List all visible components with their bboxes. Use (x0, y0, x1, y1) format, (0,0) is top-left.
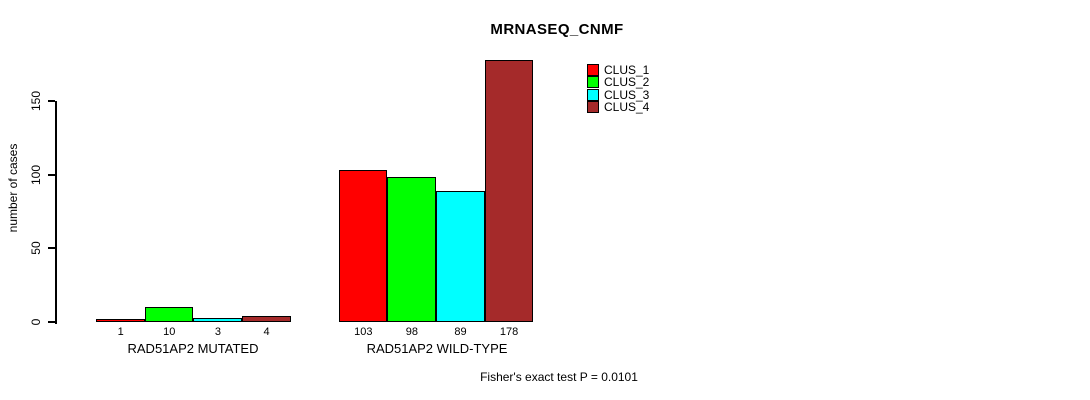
y-axis-tick-label: 100 (29, 164, 43, 185)
group-label-wild-type: RAD51AP2 WILD-TYPE (366, 341, 508, 356)
bar-value-label: 98 (405, 326, 419, 338)
legend-label: CLUS_4 (604, 100, 650, 115)
legend-item-clus_1: CLUS_1 (587, 64, 649, 76)
bar-value-label: 4 (263, 326, 270, 338)
bar-value-label: 10 (163, 326, 176, 338)
y-axis-tick-label: 50 (29, 241, 43, 255)
fisher-test-annotation: Fisher's exact test P = 0.0101 (480, 370, 638, 384)
bar-clus_1-group1 (96, 319, 145, 322)
legend-swatch-icon (587, 64, 599, 76)
bar-clus_3-group2 (436, 190, 485, 322)
legend-item-clus_2: CLUS_2 (587, 75, 650, 90)
y-axis-tick-label: 150 (29, 90, 43, 111)
bar-clus_1-group2 (338, 170, 388, 322)
bar-value-label: 178 (499, 326, 519, 338)
bar-clus_4-group2 (484, 59, 534, 322)
bar-value-label: 1 (117, 326, 124, 338)
y-axis-tick (48, 99, 55, 102)
legend-swatch-icon (587, 88, 599, 101)
group-label-mutated: RAD51AP2 MUTATED (127, 341, 259, 356)
bar-value-label: 103 (354, 326, 373, 338)
y-axis-line (54, 100, 57, 324)
y-axis-tick (48, 321, 55, 323)
bar-clus_4-group1 (242, 316, 291, 322)
bar-value-label: 89 (454, 326, 467, 338)
bar-clus_3-group1 (193, 317, 242, 322)
y-axis-tick-label: 0 (29, 318, 43, 326)
bar-clus_2-group1 (144, 307, 194, 322)
legend-label: CLUS_2 (604, 75, 650, 90)
legend-swatch-icon (587, 101, 599, 114)
legend-item-clus_3: CLUS_3 (587, 87, 650, 102)
bar-value-label: 3 (214, 326, 221, 338)
legend-item-clus_4: CLUS_4 (587, 100, 650, 115)
chart-title: MRNASEQ_CNMF (490, 21, 624, 38)
y-axis-label: number of cases (6, 143, 20, 233)
bar-clus_2-group2 (387, 177, 436, 322)
legend-label: CLUS_3 (604, 87, 650, 102)
legend-swatch-icon (587, 76, 599, 89)
y-axis-tick (48, 173, 55, 176)
legend-label: CLUS_1 (604, 63, 650, 77)
y-axis-tick (48, 247, 55, 250)
